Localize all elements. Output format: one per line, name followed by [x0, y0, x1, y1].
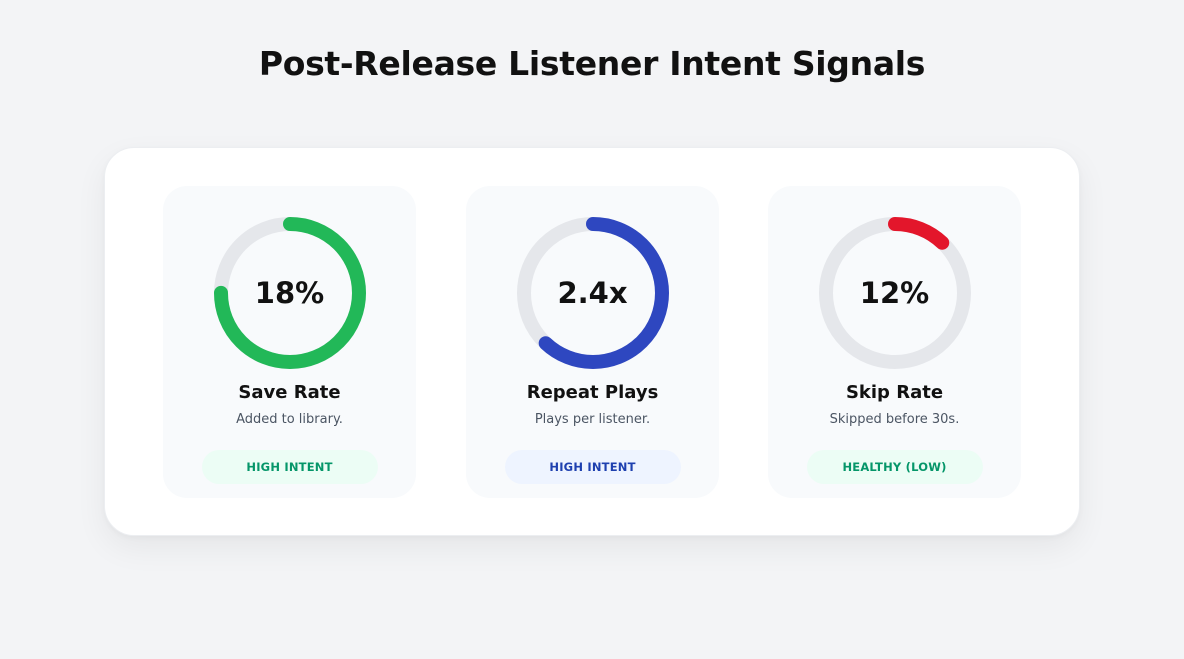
ring-chart-icon	[516, 217, 669, 369]
page-title: Post-Release Listener Intent Signals	[258, 44, 926, 83]
status-badge: HIGH INTENT	[504, 450, 681, 484]
metric-card-repeat-plays: 2.4x Repeat Plays Plays per listener. HI…	[466, 186, 719, 498]
metric-value: 2.4x	[557, 276, 628, 310]
metric-title: Skip Rate	[845, 382, 944, 403]
metric-description: Added to library.	[236, 412, 343, 427]
metric-title: Save Rate	[238, 382, 341, 403]
metrics-panel: 18% Save Rate Added to library. HIGH INT…	[104, 147, 1080, 536]
progress-ring: 18%	[213, 216, 367, 370]
metric-description: Skipped before 30s.	[829, 412, 960, 427]
metric-card-skip-rate: 12% Skip Rate Skipped before 30s. HEALTH…	[768, 186, 1021, 498]
ring-chart-icon	[213, 217, 366, 369]
progress-ring: 12%	[818, 216, 972, 370]
metric-value: 12%	[859, 276, 930, 310]
progress-ring: 2.4x	[516, 216, 670, 370]
status-badge: HEALTHY (LOW)	[806, 450, 983, 484]
metric-value: 18%	[254, 276, 325, 310]
metric-description: Plays per listener.	[534, 412, 651, 427]
metric-card-save-rate: 18% Save Rate Added to library. HIGH INT…	[163, 186, 416, 498]
status-badge: HIGH INTENT	[201, 450, 378, 484]
ring-chart-icon	[818, 217, 971, 369]
metric-title: Repeat Plays	[526, 382, 659, 403]
